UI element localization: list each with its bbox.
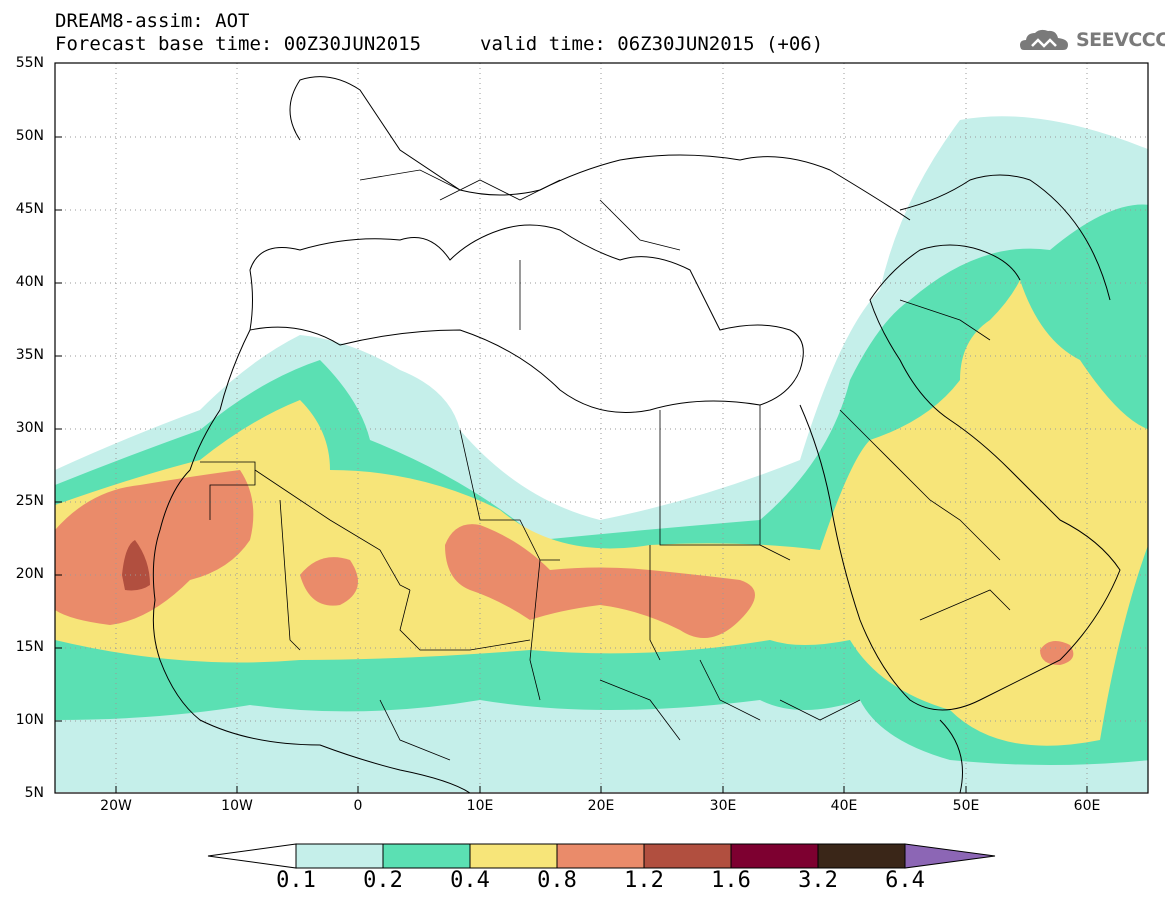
map-title: DREAM8-assim: AOT xyxy=(55,10,250,32)
axis-ticks xyxy=(55,136,1088,793)
lat-label: 5N xyxy=(24,785,44,801)
lat-label: 20N xyxy=(15,566,44,582)
valid-time: valid time: 06Z30JUN2015 (+06) xyxy=(480,33,824,55)
aot-band-0.8-west xyxy=(55,470,254,625)
graticule xyxy=(55,63,1148,793)
lon-label: 20E xyxy=(587,798,615,814)
lon-label: 10W xyxy=(221,798,253,814)
lon-label: 10E xyxy=(466,798,494,814)
lat-label: 25N xyxy=(15,493,44,509)
aot-band-0.8-central xyxy=(445,524,755,638)
lon-label: 40E xyxy=(830,798,858,814)
aot-band-0.8-arabia xyxy=(1040,641,1074,665)
aot-band-0.8-sahel xyxy=(300,557,358,606)
lat-label: 40N xyxy=(15,274,44,290)
aot-band-1.2 xyxy=(122,540,150,591)
coastlines xyxy=(152,76,1121,793)
lat-label: 30N xyxy=(15,420,44,436)
lat-label: 50N xyxy=(15,128,44,144)
aot-band-0.4 xyxy=(55,280,1148,746)
lon-label: 0 xyxy=(353,798,363,814)
forecast-base-time: Forecast base time: 00Z30JUN2015 xyxy=(55,33,422,55)
colorbar-tick: 0.1 xyxy=(276,868,316,893)
colorbar-tick: 0.4 xyxy=(450,868,490,893)
lon-label: 50E xyxy=(952,798,980,814)
colorbar-tick: 1.2 xyxy=(624,868,664,893)
cloud-icon xyxy=(1020,29,1068,50)
colorbar-tick: 3.2 xyxy=(798,868,838,893)
lat-label: 45N xyxy=(15,201,44,217)
lat-label: 10N xyxy=(15,712,44,728)
lat-label: 15N xyxy=(15,639,44,655)
colorbar-tick: 0.8 xyxy=(537,868,577,893)
lat-label: 35N xyxy=(15,347,44,363)
colorbar-tick: 0.2 xyxy=(363,868,403,893)
lon-label: 60E xyxy=(1073,798,1101,814)
country-borders xyxy=(200,169,1011,761)
colorbar-tick: 6.4 xyxy=(885,868,925,893)
lon-label: 30E xyxy=(709,798,737,814)
logo-text: SEEVCCC xyxy=(1076,29,1165,51)
lat-label: 55N xyxy=(15,55,44,71)
colorbar-tick: 1.6 xyxy=(711,868,751,893)
lon-label: 20W xyxy=(100,798,132,814)
